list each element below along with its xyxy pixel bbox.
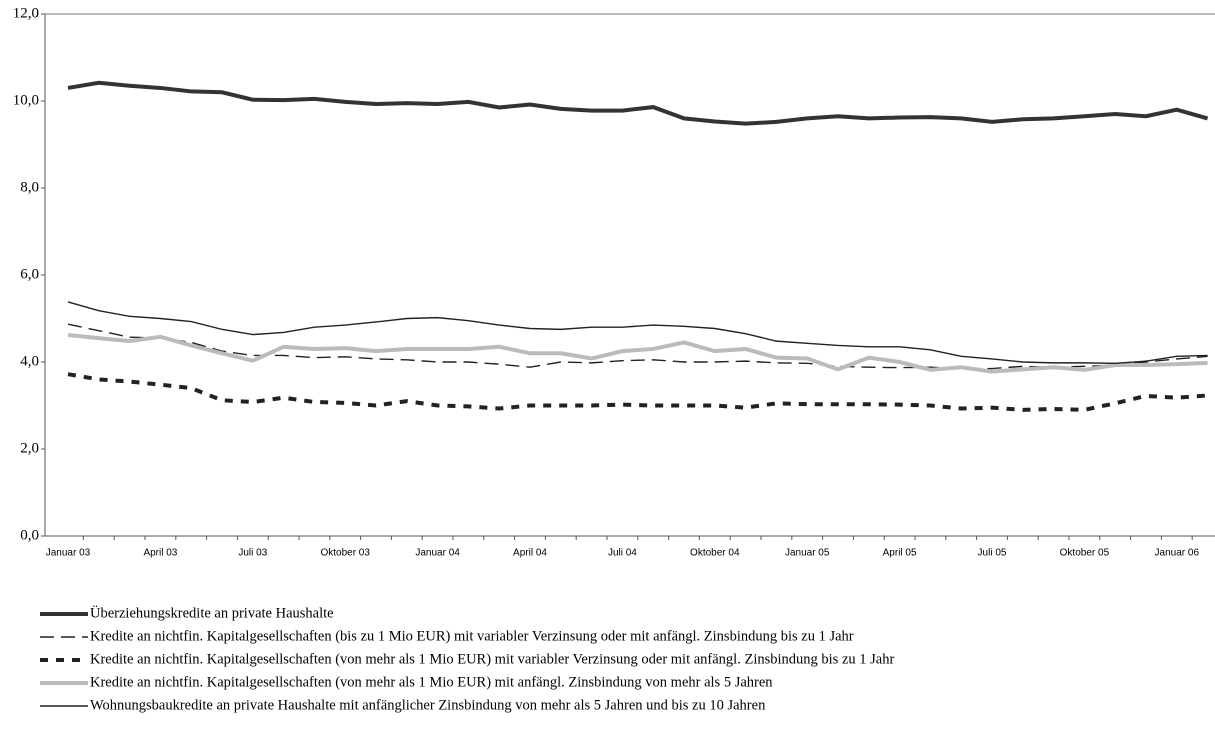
legend-label: Kredite an nichtfin. Kapitalgesellschaft… [90,628,854,644]
x-tick-label: April 03 [143,548,177,559]
y-tick-label: 8,0 [20,179,39,195]
y-tick-label: 12,0 [13,5,39,21]
series-line [67,323,1208,370]
x-tick-label: Januar 04 [415,548,460,559]
y-tick-label: 6,0 [20,266,39,282]
series-line [67,80,1209,126]
x-tick-label: Januar 06 [1155,548,1200,559]
legend-label: Kredite an nichtfin. Kapitalgesellschaft… [90,651,894,667]
x-tick-label: Juli 03 [238,548,267,559]
y-tick-label: 0,0 [20,527,39,543]
x-tick-label: Juli 05 [978,548,1007,559]
x-tick-label: Januar 03 [46,548,91,559]
y-tick-label: 10,0 [13,92,39,108]
x-tick-label: Januar 05 [785,548,830,559]
series-line [67,372,1208,412]
legend-label: Kredite an nichtfin. Kapitalgesellschaft… [90,674,773,690]
x-tick-label: Juli 04 [608,548,637,559]
series-line [67,301,1208,365]
x-tick-label: Oktober 05 [1060,548,1110,559]
legend-label: Wohnungsbaukredite an private Haushalte … [90,697,766,713]
y-tick-label: 2,0 [20,440,39,456]
legend-label: Überziehungskredite an private Haushalte [90,604,334,621]
x-tick-label: Oktober 03 [320,548,370,559]
x-tick-label: Oktober 04 [690,548,740,559]
series-line [67,333,1208,374]
x-tick-label: April 05 [883,548,917,559]
x-tick-label: April 04 [513,548,547,559]
y-tick-label: 4,0 [20,353,39,369]
